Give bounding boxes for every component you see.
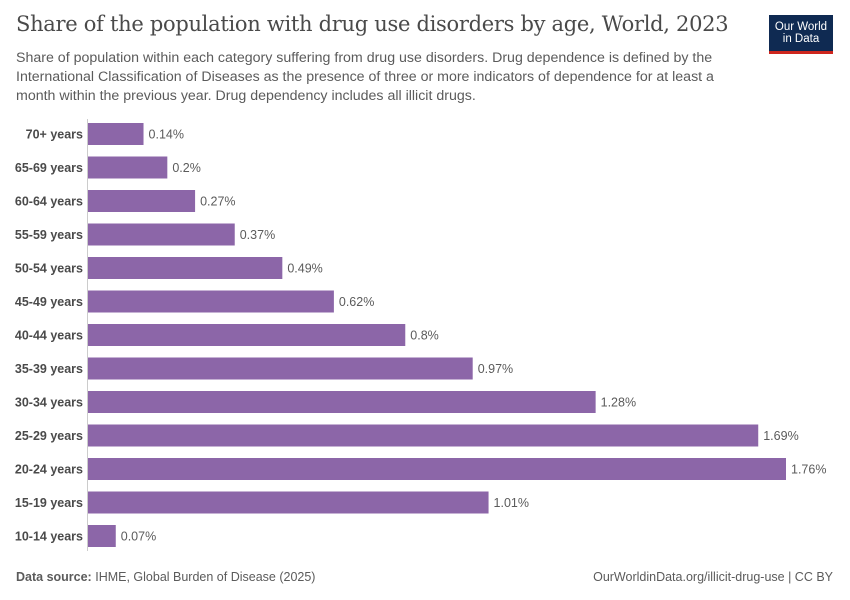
source-label: Data source:	[16, 570, 92, 584]
value-label: 0.8%	[410, 329, 439, 343]
category-label: 65-69 years	[15, 161, 83, 175]
bar	[88, 491, 489, 514]
value-label: 1.01%	[494, 496, 529, 510]
chart-title: Share of the population with drug use di…	[16, 12, 729, 36]
category-label: 45-49 years	[15, 295, 83, 309]
value-label: 0.27%	[200, 195, 235, 209]
logo-text: Our World in Data	[774, 21, 828, 45]
bar	[88, 357, 473, 380]
value-label: 0.97%	[478, 362, 513, 376]
bar	[88, 458, 786, 480]
value-label: 0.2%	[172, 161, 201, 175]
bar	[88, 391, 596, 413]
category-label: 25-29 years	[15, 429, 83, 443]
category-label: 40-44 years	[15, 329, 83, 343]
value-label: 0.37%	[240, 228, 275, 242]
bar	[88, 156, 168, 179]
bar	[88, 190, 196, 212]
value-label: 0.14%	[149, 128, 184, 142]
bar	[88, 257, 283, 279]
category-label: 70+ years	[26, 128, 83, 142]
category-label: 35-39 years	[15, 362, 83, 376]
category-label: 15-19 years	[15, 496, 83, 510]
value-label: 0.49%	[287, 262, 322, 276]
bar	[88, 525, 116, 547]
category-label: 50-54 years	[15, 262, 83, 276]
category-label: 20-24 years	[15, 463, 83, 477]
chart-subtitle: Share of population within each category…	[16, 50, 714, 104]
bar	[88, 424, 759, 447]
source-text: IHME, Global Burden of Disease (2025)	[95, 570, 316, 584]
value-label: 0.07%	[121, 530, 156, 544]
category-label: 55-59 years	[15, 228, 83, 242]
value-label: 1.76%	[791, 463, 826, 477]
value-label: 1.69%	[763, 429, 798, 443]
owid-logo[interactable]: Our World in Data	[769, 15, 833, 54]
category-label: 10-14 years	[15, 530, 83, 544]
category-label: 30-34 years	[15, 396, 83, 410]
value-label: 1.28%	[601, 396, 636, 410]
bar	[88, 324, 406, 346]
value-label: 0.62%	[339, 295, 374, 309]
bar	[88, 123, 144, 145]
data-source: Data source: IHME, Global Burden of Dise…	[16, 570, 315, 584]
footer-link[interactable]: OurWorldinData.org/illicit-drug-use | CC…	[593, 570, 833, 584]
category-label: 60-64 years	[15, 195, 83, 209]
bar	[88, 223, 235, 246]
bar	[88, 290, 334, 313]
